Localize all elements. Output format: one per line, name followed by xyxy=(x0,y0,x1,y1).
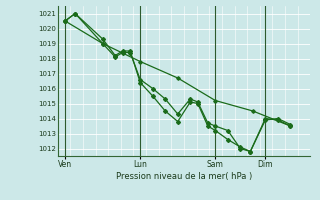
X-axis label: Pression niveau de la mer( hPa ): Pression niveau de la mer( hPa ) xyxy=(116,172,252,181)
